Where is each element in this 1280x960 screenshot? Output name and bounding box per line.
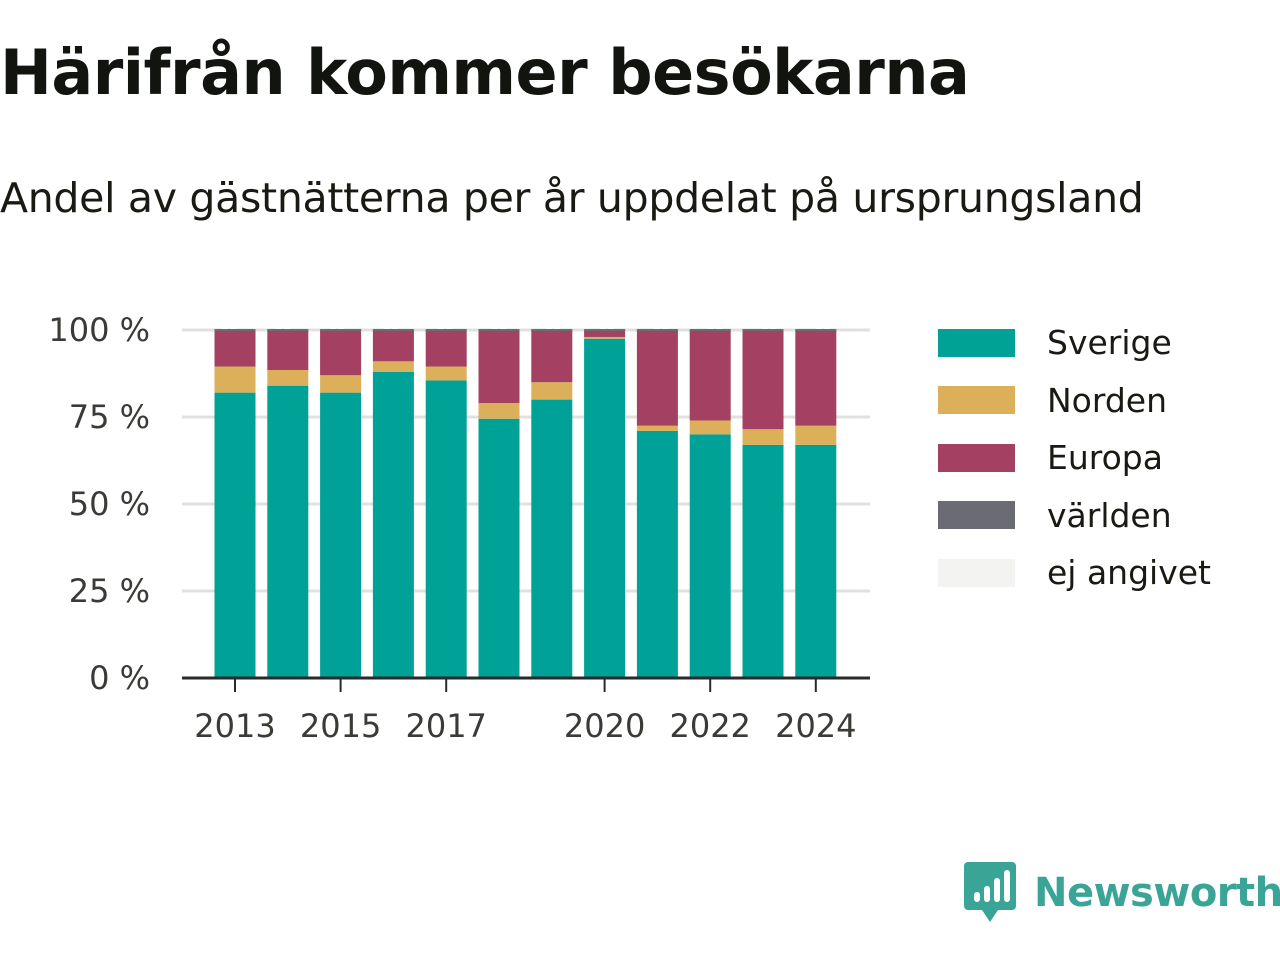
legend-swatch xyxy=(938,501,1015,530)
x-tick-label: 2024 xyxy=(775,707,856,745)
chart-subtitle: Andel av gästnätterna per år uppdelat på… xyxy=(0,174,1144,222)
bar-segment xyxy=(742,444,784,678)
bar-segment xyxy=(689,420,731,435)
legend-label: ej angivet xyxy=(1047,553,1211,593)
x-tick-label: 2015 xyxy=(300,707,381,745)
bar-top-segment xyxy=(214,329,256,331)
bar-segment xyxy=(636,330,678,426)
bar-segment xyxy=(267,370,309,386)
bar-segment xyxy=(636,430,678,678)
bar-segment xyxy=(214,366,256,393)
bar-segment xyxy=(320,375,362,393)
bar-segment xyxy=(478,403,520,419)
newsworthy-logo-icon xyxy=(964,862,1016,922)
legend-swatch xyxy=(938,386,1015,415)
bar-segment xyxy=(584,336,626,339)
bar-segment xyxy=(372,371,414,678)
bar-segment xyxy=(742,330,784,430)
bar-top-segment xyxy=(267,329,309,331)
bar-segment xyxy=(795,444,837,678)
bar-segment xyxy=(531,399,573,678)
bar-segment xyxy=(267,330,309,371)
y-tick-label: 100 % xyxy=(48,311,150,349)
bar-segment xyxy=(372,361,414,372)
legend-label: världen xyxy=(1047,495,1172,535)
y-tick-label: 50 % xyxy=(69,485,150,523)
bar-segment xyxy=(478,330,520,404)
bar-top-segment xyxy=(531,329,573,331)
bar-segment xyxy=(689,330,731,421)
bar-top-segment xyxy=(689,329,731,331)
bar-segment xyxy=(267,385,309,678)
bar-top-segment xyxy=(636,329,678,331)
bar-segment xyxy=(478,418,520,678)
bar-segment xyxy=(425,330,467,367)
legend-item: ej angivet xyxy=(938,544,1211,602)
bar-segment xyxy=(372,330,414,362)
axis-layer: 0 % 25 % 50 % 75 % 100 % 2013 2015 2017 2020 2022… xyxy=(48,311,870,745)
bar-segment xyxy=(531,382,573,400)
bar-segment xyxy=(636,425,678,431)
legend-label: Sverige xyxy=(1047,323,1172,363)
x-tick-label: 2022 xyxy=(669,707,750,745)
bar-top-segment xyxy=(795,329,837,331)
legend-swatch xyxy=(938,558,1015,587)
bar-top-segment xyxy=(742,329,784,331)
legend-item: Sverige xyxy=(938,314,1211,372)
chart-title: Härifrån kommer besökarna xyxy=(0,36,970,109)
bar-segment xyxy=(742,429,784,445)
legend-item: Norden xyxy=(938,372,1211,430)
bar-segment xyxy=(795,330,837,426)
chart-legend: Sverige Norden Europa världen ej angivet xyxy=(938,314,1211,602)
y-tick-label: 0 % xyxy=(89,659,150,697)
bar-segment xyxy=(320,330,362,376)
bar-top-segment xyxy=(425,329,467,331)
x-tick-label: 2013 xyxy=(194,707,275,745)
legend-swatch xyxy=(938,328,1015,357)
y-tick-label: 75 % xyxy=(69,398,150,436)
bar-segment xyxy=(425,380,467,678)
legend-label: Norden xyxy=(1047,380,1168,420)
bar-segment xyxy=(531,330,573,383)
legend-label: Europa xyxy=(1047,438,1163,478)
bar-segment xyxy=(214,392,256,678)
bar-segment xyxy=(214,330,256,367)
x-tick-label: 2020 xyxy=(564,707,645,745)
bar-segment xyxy=(584,330,626,337)
bar-segment xyxy=(795,425,837,445)
bar-top-segment xyxy=(584,329,626,331)
bar-segment xyxy=(689,434,731,678)
legend-item: Europa xyxy=(938,429,1211,487)
bar-top-segment xyxy=(372,329,414,331)
bar-segment xyxy=(425,366,467,381)
brand-logo: Newsworthy xyxy=(964,862,1280,924)
bars-layer xyxy=(214,329,837,678)
bar-top-segment xyxy=(320,329,362,331)
bar-segment xyxy=(320,392,362,678)
bar-segment xyxy=(584,338,626,678)
y-tick-label: 25 % xyxy=(69,572,150,610)
brand-name: Newsworthy xyxy=(1034,870,1280,916)
legend-swatch xyxy=(938,443,1015,472)
bar-top-segment xyxy=(478,329,520,331)
legend-item: världen xyxy=(938,487,1211,545)
x-tick-label: 2017 xyxy=(405,707,486,745)
